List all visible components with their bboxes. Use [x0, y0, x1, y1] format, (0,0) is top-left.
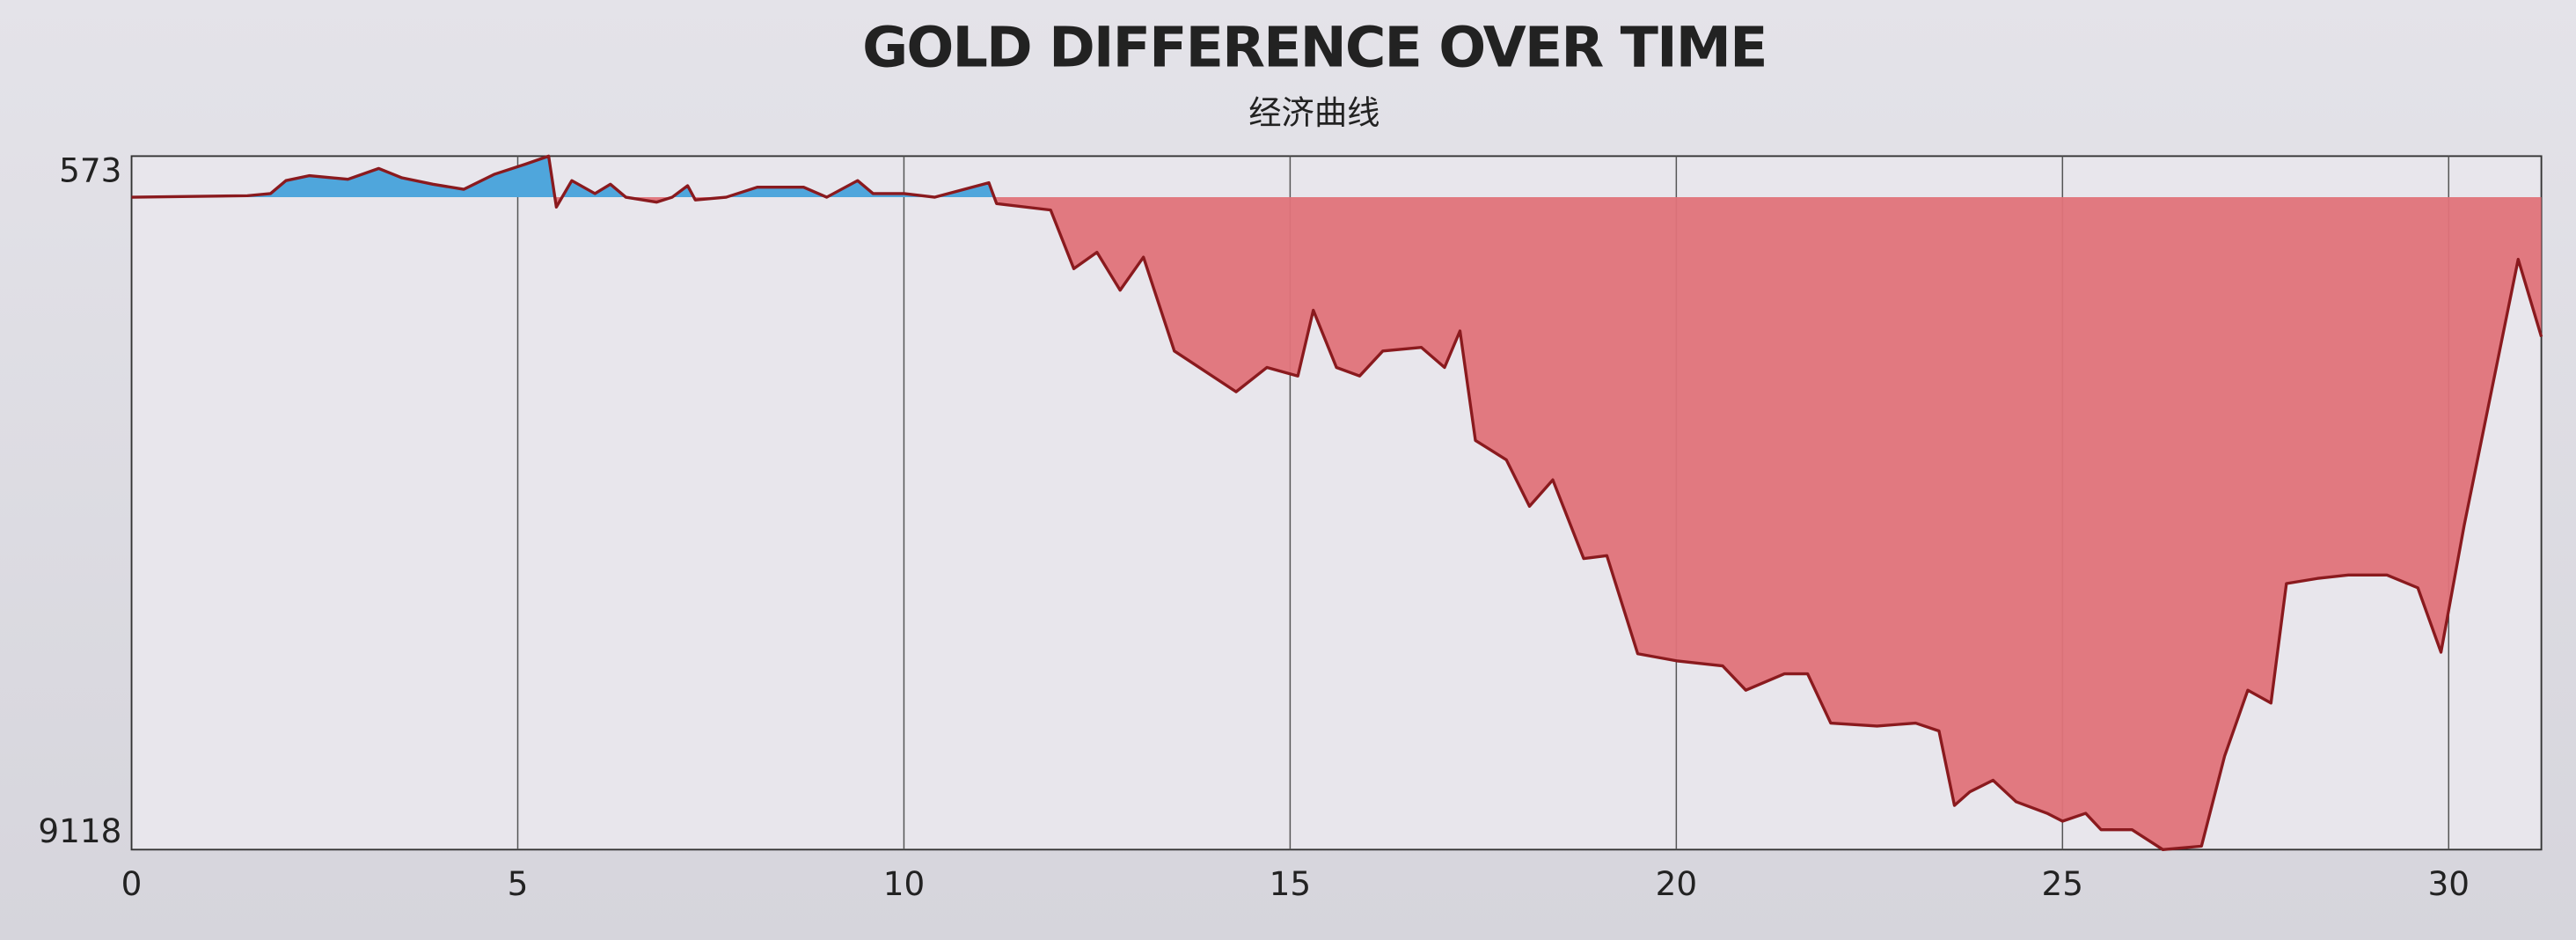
- x-tick-label: 25: [2042, 864, 2084, 903]
- x-tick-label: 20: [1656, 864, 1698, 903]
- positive-area: [137, 156, 995, 197]
- gold-line: [131, 154, 2543, 851]
- x-tick-label: 30: [2428, 864, 2470, 903]
- negative-area: [131, 196, 2542, 850]
- chart-title: GOLD DIFFERENCE OVER TIME: [862, 14, 1766, 79]
- x-tick-label: 15: [1270, 864, 1312, 903]
- x-tick-label: 10: [883, 864, 925, 903]
- x-tick-label: 5: [508, 864, 529, 903]
- y-tick-label: 573: [59, 151, 121, 190]
- chart-subtitle: 经济曲线: [1248, 93, 1379, 132]
- x-tick-label: 0: [121, 864, 143, 903]
- y-tick-label: 9118: [38, 811, 121, 850]
